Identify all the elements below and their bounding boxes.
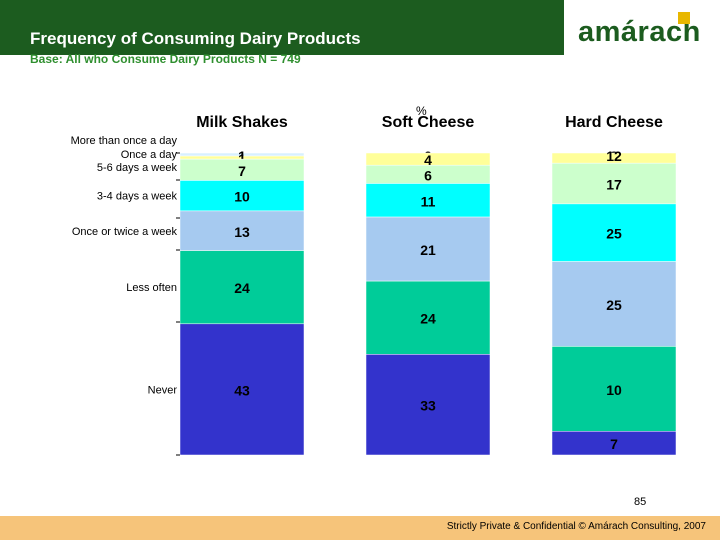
data-label: 24 bbox=[420, 311, 436, 327]
data-label: 21 bbox=[420, 242, 436, 258]
category-label: 3-4 days a week bbox=[97, 191, 178, 203]
bar-segment bbox=[365, 354, 491, 456]
data-label: 17 bbox=[606, 177, 622, 193]
bar-segment bbox=[365, 183, 491, 218]
data-label: 24 bbox=[234, 280, 250, 296]
category-label: Once or twice a week bbox=[72, 226, 178, 238]
bar-segment bbox=[551, 203, 677, 262]
bar-segment bbox=[551, 346, 677, 432]
page-title: Frequency of Consuming Dairy Products bbox=[30, 29, 361, 48]
bar-segment bbox=[551, 162, 677, 205]
data-label: 33 bbox=[420, 398, 436, 414]
category-label: More than once a day bbox=[71, 135, 178, 147]
bar-title-2: Hard Cheese bbox=[565, 114, 663, 131]
bar-segment bbox=[551, 430, 677, 456]
percent-symbol: % bbox=[416, 104, 427, 118]
footer-text: Strictly Private & Confidential © Amárac… bbox=[446, 521, 706, 532]
footer: Strictly Private & Confidential © Amárac… bbox=[0, 516, 720, 540]
bar-segment bbox=[179, 323, 305, 456]
category-label: Never bbox=[148, 384, 178, 396]
category-label: 5-6 days a week bbox=[97, 162, 178, 174]
logo-mark-icon bbox=[678, 12, 690, 24]
data-label: 10 bbox=[606, 382, 622, 398]
data-label: 4 bbox=[424, 152, 432, 168]
data-label: 12 bbox=[606, 148, 622, 164]
data-label: 25 bbox=[606, 226, 622, 242]
data-label: 6 bbox=[424, 167, 432, 183]
data-label: 10 bbox=[234, 189, 250, 205]
base-note: Base: All who Consume Dairy Products N =… bbox=[30, 52, 301, 66]
bar-segment bbox=[179, 210, 305, 251]
page-number: 85 bbox=[634, 496, 647, 508]
bar-segment bbox=[365, 216, 491, 282]
bar-segment bbox=[365, 280, 491, 355]
header-bar bbox=[0, 0, 564, 55]
bar-title-0: Milk Shakes bbox=[196, 114, 288, 131]
bar-title-1: Soft Cheese bbox=[382, 114, 475, 131]
bar-segment bbox=[179, 250, 305, 325]
data-label: 7 bbox=[610, 436, 618, 452]
bar-segment bbox=[551, 261, 677, 347]
header: Frequency of Consuming Dairy Products am… bbox=[0, 0, 720, 55]
data-label: 7 bbox=[238, 163, 246, 179]
category-label: Less often bbox=[126, 282, 177, 294]
bar-segment bbox=[179, 180, 305, 212]
category-label: Once a day bbox=[121, 149, 178, 161]
data-label: 11 bbox=[421, 193, 436, 209]
data-label: 13 bbox=[234, 224, 250, 240]
data-label: 25 bbox=[606, 297, 622, 313]
data-label: 43 bbox=[234, 382, 250, 398]
